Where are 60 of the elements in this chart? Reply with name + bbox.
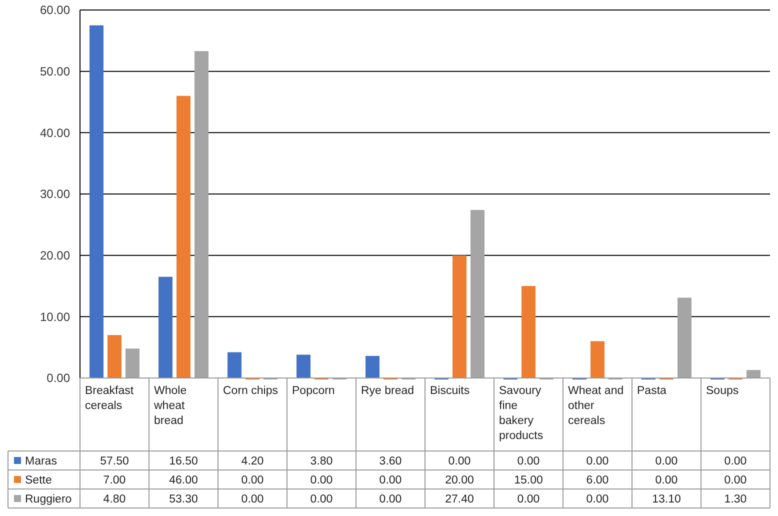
y-tick-label: 0.00: [46, 371, 70, 386]
bar: [90, 25, 104, 378]
bar: [108, 335, 122, 378]
y-tick-label: 20.00: [40, 248, 70, 263]
data-label: 0.00: [310, 474, 333, 486]
x-tick-label: Biscuits: [430, 385, 470, 397]
data-label: 1.30: [724, 494, 747, 506]
data-label: 20.00: [445, 474, 474, 486]
y-tick-label: 30.00: [40, 187, 70, 202]
bar: [176, 96, 190, 378]
y-tick-label: 40.00: [40, 126, 70, 140]
data-label: 0.00: [517, 494, 540, 506]
data-label: 3.60: [379, 456, 402, 468]
data-label: 53.30: [169, 494, 198, 506]
data-label: 0.00: [517, 456, 540, 468]
legend-label: Sette: [25, 474, 52, 486]
data-label: 4.20: [241, 456, 264, 468]
data-label: 13.10: [652, 494, 681, 506]
bar: [158, 276, 172, 378]
bar: [296, 354, 310, 378]
bar: [228, 352, 242, 378]
y-tick-label: 50.00: [40, 64, 70, 79]
data-label: 15.00: [514, 474, 543, 486]
data-label: 6.00: [586, 474, 609, 486]
legend-label: Maras: [25, 456, 58, 468]
data-label: 7.00: [103, 474, 126, 486]
y-tick-label: 10.00: [40, 310, 70, 324]
legend-label: Ruggiero: [25, 494, 72, 506]
bar: [366, 356, 380, 378]
data-label: 0.00: [724, 474, 747, 486]
data-label: 0.00: [724, 456, 747, 468]
x-tick-label: Breakfast cereals: [85, 385, 134, 412]
data-label: 0.00: [379, 494, 402, 506]
bar: [452, 255, 466, 378]
bar: [590, 341, 604, 378]
x-tick-label: Popcorn: [292, 385, 335, 397]
data-label: 0.00: [310, 494, 333, 506]
x-tick-label: Savoury fine bakery products: [499, 385, 544, 442]
x-tick-label: Wheat and other cereals: [568, 385, 624, 427]
data-label: 57.50: [100, 456, 129, 468]
data-label: 16.50: [169, 456, 198, 468]
x-tick-label: Whole wheat bread: [153, 385, 187, 427]
data-label: 0.00: [448, 456, 471, 468]
data-label: 3.80: [310, 456, 333, 468]
x-tick-label: Soups: [706, 385, 739, 397]
data-label: 46.00: [169, 474, 198, 486]
data-label: 0.00: [241, 494, 264, 506]
data-label: 0.00: [241, 474, 264, 486]
data-label: 0.00: [655, 474, 678, 486]
data-label: 0.00: [586, 456, 609, 468]
x-tick-label: Rye bread: [361, 385, 414, 397]
data-label: 27.40: [445, 494, 474, 506]
data-label: 0.00: [586, 494, 609, 506]
x-tick-label: Pasta: [637, 385, 668, 397]
data-label: 4.80: [103, 494, 126, 506]
data-label: 0.00: [379, 474, 402, 486]
bar: [522, 286, 536, 378]
x-tick-label: Corn chips: [223, 385, 278, 397]
data-label: 0.00: [655, 456, 678, 468]
y-tick-label: 60.00: [40, 3, 70, 18]
